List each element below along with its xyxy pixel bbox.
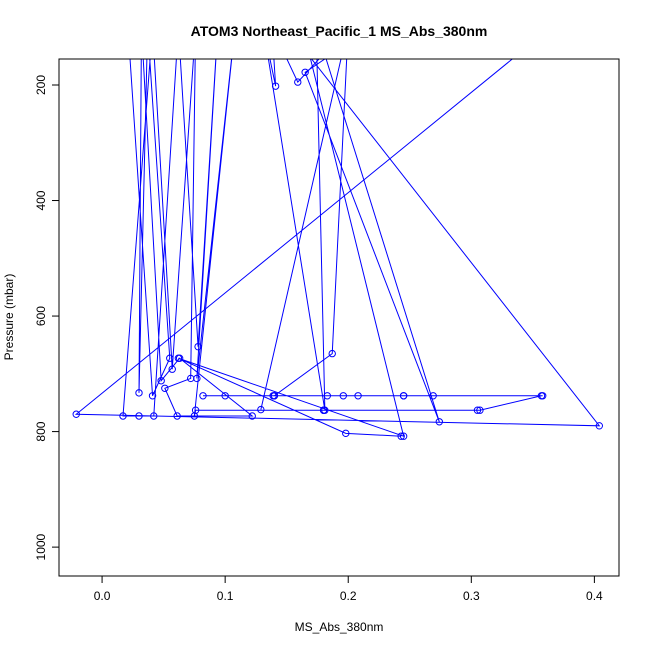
series-layer bbox=[72, 59, 604, 440]
data-point bbox=[595, 422, 604, 430]
data-point bbox=[193, 374, 201, 383]
data-point bbox=[328, 349, 336, 358]
data-point bbox=[191, 406, 200, 414]
data-point bbox=[173, 412, 181, 420]
data-point bbox=[354, 392, 362, 400]
x-axis: 0.0 0.1 0.2 0.3 0.4 bbox=[94, 576, 603, 603]
data-point bbox=[342, 429, 350, 438]
data-point bbox=[148, 392, 157, 400]
data-point bbox=[397, 432, 405, 440]
x-tick-label: 0.0 bbox=[94, 589, 111, 603]
x-tick-label: 0.1 bbox=[217, 589, 234, 603]
data-point bbox=[135, 389, 143, 397]
data-point bbox=[321, 406, 329, 414]
data-point bbox=[429, 392, 437, 400]
data-point bbox=[271, 82, 280, 90]
data-point bbox=[248, 412, 256, 420]
y-tick-label: 400 bbox=[34, 190, 48, 210]
data-point bbox=[157, 377, 165, 385]
data-point bbox=[135, 412, 143, 420]
y-tick-label: 800 bbox=[34, 421, 48, 441]
data-point bbox=[270, 392, 279, 400]
chart-title: ATOM3 Northeast_Pacific_1 MS_Abs_380nm bbox=[191, 23, 488, 39]
data-point bbox=[294, 78, 302, 86]
y-tick-label: 1000 bbox=[34, 533, 48, 560]
data-point bbox=[150, 412, 158, 420]
x-tick-label: 0.4 bbox=[586, 589, 603, 603]
data-point bbox=[72, 410, 80, 418]
data-point bbox=[339, 392, 348, 400]
y-axis: 200 400 600 800 1000 bbox=[34, 75, 59, 560]
data-point bbox=[174, 354, 183, 362]
plot-frame bbox=[58, 58, 620, 577]
y-tick-label: 200 bbox=[34, 75, 48, 95]
data-point bbox=[473, 406, 482, 414]
plot-area bbox=[72, 59, 604, 440]
x-axis-label: MS_Abs_380nm bbox=[295, 620, 384, 634]
data-point bbox=[166, 354, 174, 362]
y-axis-label: Pressure (mbar) bbox=[2, 274, 16, 361]
series-line bbox=[74, 59, 601, 437]
data-point bbox=[161, 384, 169, 392]
data-point bbox=[476, 406, 484, 414]
data-point bbox=[119, 412, 127, 420]
data-point bbox=[301, 68, 309, 76]
data-point bbox=[399, 432, 408, 440]
data-point bbox=[538, 392, 547, 400]
data-point bbox=[399, 392, 408, 400]
y-tick-label: 600 bbox=[34, 306, 48, 326]
data-point bbox=[435, 418, 444, 426]
data-point bbox=[221, 392, 229, 400]
data-point bbox=[323, 392, 332, 400]
data-point bbox=[257, 405, 265, 414]
data-point bbox=[168, 365, 176, 373]
x-tick-label: 0.3 bbox=[463, 589, 480, 603]
data-point bbox=[199, 392, 207, 400]
data-point bbox=[194, 342, 202, 351]
x-tick-label: 0.2 bbox=[340, 589, 357, 603]
